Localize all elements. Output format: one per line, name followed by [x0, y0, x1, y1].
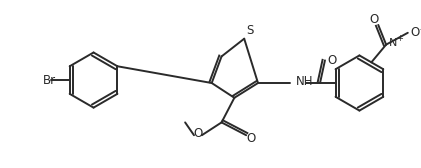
Text: N: N: [389, 38, 397, 48]
Text: +: +: [396, 34, 403, 43]
Text: O: O: [410, 26, 419, 39]
Text: Br: Br: [43, 74, 56, 87]
Text: O: O: [193, 127, 203, 140]
Text: O: O: [327, 54, 336, 67]
Text: -: -: [420, 24, 421, 34]
Text: O: O: [246, 132, 256, 145]
Text: S: S: [246, 24, 254, 37]
Text: NH: NH: [296, 75, 313, 88]
Text: O: O: [370, 12, 379, 26]
